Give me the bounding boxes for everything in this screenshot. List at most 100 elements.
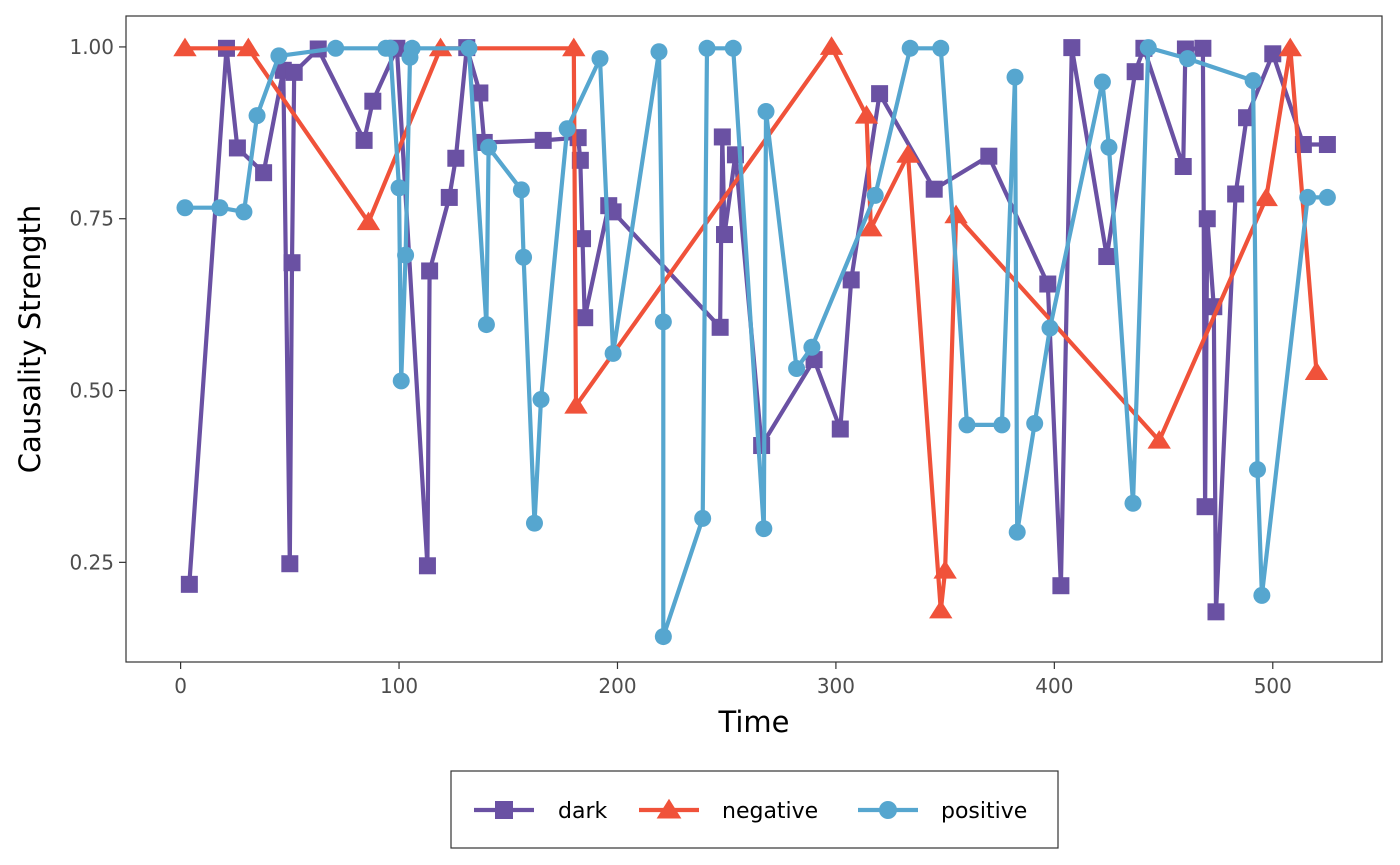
data-point-positive bbox=[1041, 319, 1059, 337]
data-point-negative bbox=[854, 105, 879, 124]
series-negative bbox=[173, 36, 1329, 619]
data-point-dark bbox=[1238, 109, 1256, 127]
data-point-dark bbox=[440, 188, 458, 206]
x-tick-label: 0 bbox=[174, 674, 187, 698]
data-point-positive bbox=[477, 316, 495, 334]
data-point-positive bbox=[1100, 138, 1118, 156]
legend: dark negative positive bbox=[450, 770, 1059, 849]
data-point-positive bbox=[403, 39, 421, 57]
data-point-positive bbox=[1179, 50, 1197, 68]
data-point-positive bbox=[993, 416, 1011, 434]
data-point-dark bbox=[421, 262, 439, 280]
legend-label: dark bbox=[558, 799, 607, 824]
data-point-positive bbox=[604, 344, 622, 362]
series-positive bbox=[176, 39, 1336, 646]
data-point-positive bbox=[1244, 72, 1262, 90]
data-point-dark bbox=[534, 131, 552, 149]
data-point-negative bbox=[929, 599, 953, 619]
data-point-positive bbox=[248, 107, 266, 125]
data-point-dark bbox=[842, 271, 860, 289]
data-point-negative bbox=[819, 36, 844, 55]
data-point-dark bbox=[281, 555, 299, 573]
data-point-dark bbox=[180, 575, 198, 593]
data-point-dark bbox=[283, 254, 301, 272]
data-point-dark bbox=[1126, 63, 1144, 81]
data-point-negative bbox=[562, 37, 586, 57]
data-point-positive bbox=[901, 39, 919, 57]
data-point-dark bbox=[1039, 275, 1057, 293]
data-point-negative bbox=[933, 559, 957, 579]
data-point-positive bbox=[1253, 586, 1271, 604]
data-point-dark bbox=[364, 92, 382, 110]
data-point-positive bbox=[1008, 523, 1026, 541]
data-point-positive bbox=[270, 47, 288, 65]
data-point-positive bbox=[1006, 68, 1024, 86]
data-point-positive bbox=[698, 39, 716, 57]
data-point-positive bbox=[381, 39, 399, 57]
data-point-dark bbox=[716, 226, 734, 244]
legend-key-marker bbox=[656, 798, 682, 819]
data-point-negative bbox=[944, 204, 968, 224]
data-point-negative bbox=[173, 37, 197, 57]
data-point-positive bbox=[390, 179, 408, 197]
data-point-positive bbox=[525, 514, 543, 532]
plot-panel-border bbox=[125, 15, 1383, 663]
data-point-dark bbox=[574, 230, 592, 248]
data-point-dark bbox=[285, 63, 303, 81]
data-point-dark bbox=[355, 131, 373, 149]
x-tick-label: 100 bbox=[380, 674, 418, 698]
data-point-positive bbox=[532, 390, 550, 408]
data-point-positive bbox=[755, 520, 773, 538]
legend-label: positive bbox=[941, 799, 1027, 824]
data-point-positive bbox=[1026, 415, 1044, 433]
data-point-dark bbox=[753, 437, 771, 455]
data-point-dark bbox=[925, 180, 943, 198]
data-point-positive bbox=[724, 39, 742, 57]
data-point-dark bbox=[713, 128, 731, 146]
x-axis-title: Time bbox=[718, 705, 790, 739]
data-point-positive bbox=[1139, 39, 1157, 57]
data-point-dark bbox=[471, 84, 489, 102]
data-point-dark bbox=[1227, 185, 1245, 203]
data-point-dark bbox=[576, 309, 594, 327]
y-axis: 0.25 0.50 0.75 1.00 bbox=[69, 35, 126, 574]
data-point-positive bbox=[460, 39, 478, 57]
x-tick-label: 400 bbox=[1035, 674, 1073, 698]
data-point-positive bbox=[1318, 188, 1336, 206]
data-point-negative bbox=[1304, 361, 1329, 380]
data-point-positive bbox=[1093, 73, 1111, 91]
data-point-positive bbox=[176, 199, 194, 217]
data-point-dark bbox=[1063, 39, 1081, 57]
y-tick-label: 1.00 bbox=[69, 35, 114, 59]
data-point-dark bbox=[228, 139, 246, 157]
x-axis: 0 100 200 300 400 500 bbox=[174, 662, 1292, 698]
data-point-dark bbox=[831, 420, 849, 438]
data-point-positive bbox=[803, 338, 821, 356]
data-point-dark bbox=[1098, 248, 1116, 266]
data-point-positive bbox=[512, 181, 530, 199]
data-point-dark bbox=[418, 557, 436, 575]
data-point-positive bbox=[654, 313, 672, 331]
data-point-negative bbox=[1147, 430, 1171, 449]
x-tick-label: 300 bbox=[817, 674, 855, 698]
legend-item-positive: positive bbox=[858, 799, 1027, 824]
data-point-positive bbox=[650, 43, 668, 61]
legend-item-dark: dark bbox=[474, 799, 607, 824]
legend-key-marker bbox=[495, 801, 513, 819]
y-tick-label: 0.50 bbox=[69, 379, 114, 403]
x-tick-label: 500 bbox=[1254, 674, 1292, 698]
data-point-positive bbox=[932, 39, 950, 57]
data-point-positive bbox=[558, 120, 576, 138]
data-point-positive bbox=[958, 416, 976, 434]
data-point-positive bbox=[591, 50, 609, 68]
legend-item-negative: negative bbox=[639, 798, 818, 824]
legend-box bbox=[450, 770, 1059, 849]
data-point-negative bbox=[1254, 187, 1278, 207]
data-point-dark bbox=[1198, 210, 1216, 228]
x-tick-label: 200 bbox=[598, 674, 636, 698]
data-point-negative bbox=[896, 144, 920, 163]
data-point-negative bbox=[236, 37, 261, 57]
data-point-positive bbox=[211, 199, 229, 217]
data-point-positive bbox=[397, 246, 415, 264]
